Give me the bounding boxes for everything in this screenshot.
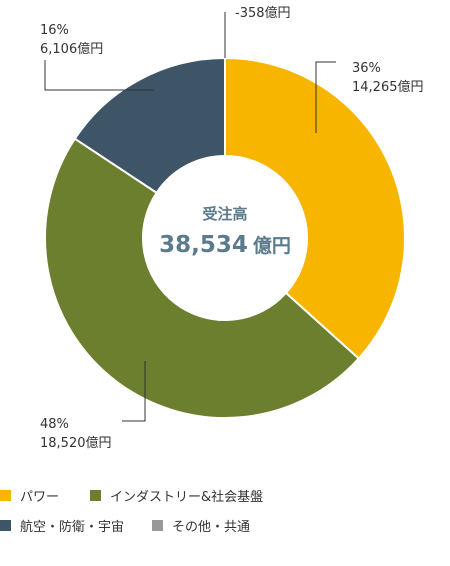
- leader-line-industry: [122, 361, 146, 422]
- slice-label-aerospace-value: 6,106億円: [40, 41, 103, 57]
- legend-swatch-industry: [90, 490, 101, 501]
- legend-row: パワー インダストリー&社会基盤: [0, 486, 450, 516]
- center-title: 受注高: [202, 205, 247, 223]
- legend-swatch-other: [152, 520, 163, 531]
- legend-label-industry: インダストリー&社会基盤: [110, 490, 264, 505]
- legend-swatch-power: [0, 490, 11, 501]
- legend-item-power: パワー: [0, 486, 59, 505]
- legend-swatch-aerospace: [0, 520, 11, 531]
- center-value-number: 38,534: [159, 232, 248, 258]
- legend: パワー インダストリー&社会基盤 航空・防衛・宇宙 その他・共通: [0, 486, 450, 546]
- donut-slice-industry: [44, 137, 361, 419]
- legend-item-aerospace: 航空・防衛・宇宙: [0, 516, 124, 535]
- center-value-unit: 億円: [253, 234, 291, 257]
- legend-item-industry: インダストリー&社会基盤: [90, 486, 263, 505]
- donut-slices: [44, 56, 406, 419]
- slice-label-power-percent: 36%: [352, 61, 381, 76]
- leader-line-aerospace: [44, 60, 154, 91]
- leader-line-power: [315, 61, 336, 133]
- legend-item-other: その他・共通: [152, 516, 250, 535]
- slice-label-industry-value: 18,520億円: [40, 435, 112, 451]
- legend-label-aerospace: 航空・防衛・宇宙: [20, 520, 125, 535]
- donut-chart: 36% 14,265億円 48% 18,520億円 16% 6,106億円 -3…: [40, 5, 424, 451]
- legend-label-power: パワー: [20, 490, 60, 505]
- leader-lines: [44, 12, 336, 422]
- legend-label-other: その他・共通: [172, 520, 251, 535]
- donut-slice-aerospace: [73, 56, 226, 195]
- slice-label-aerospace-percent: 16%: [40, 23, 69, 38]
- legend-row: 航空・防衛・宇宙 その他・共通: [0, 516, 450, 546]
- slice-label-industry-percent: 48%: [40, 417, 69, 432]
- slice-label-power-value: 14,265億円: [352, 79, 424, 95]
- donut-slice-power: [224, 56, 406, 360]
- center-value: 38,534 億円: [159, 232, 291, 258]
- slice-label-other-value: -358億円: [235, 5, 291, 21]
